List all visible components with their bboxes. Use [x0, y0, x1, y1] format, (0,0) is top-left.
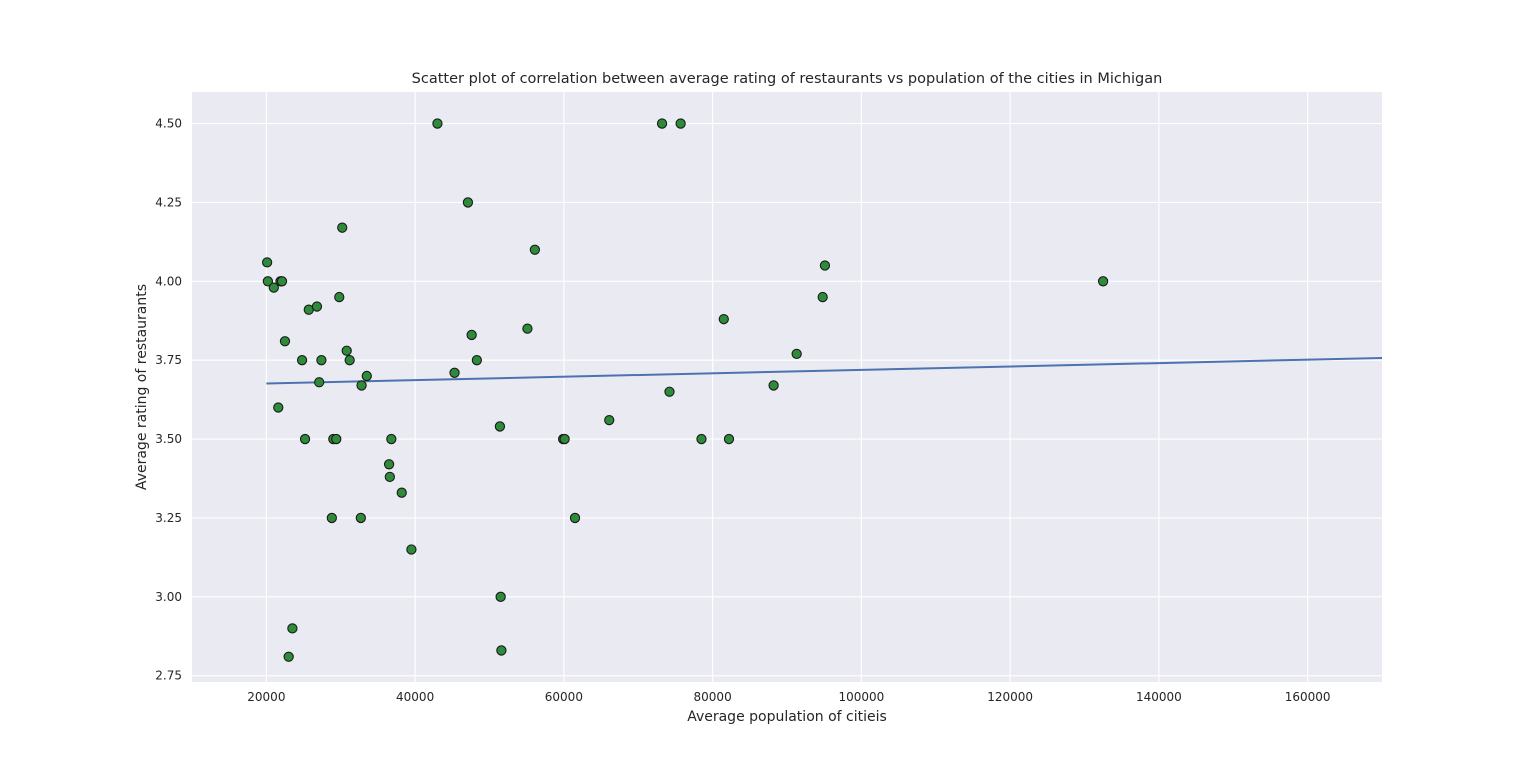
data-point	[494, 421, 506, 432]
data-point	[386, 433, 397, 445]
data-point	[817, 291, 828, 303]
y-tick-label: 4.00	[155, 274, 182, 288]
x-tick-label: 80000	[694, 690, 732, 704]
data-point	[495, 591, 506, 602]
x-axis-label: Average population of citieis	[687, 709, 887, 725]
data-point	[311, 301, 323, 312]
data-point	[432, 118, 443, 129]
x-tick-label: 120000	[987, 690, 1033, 704]
y-tick-label: 3.75	[155, 353, 182, 367]
y-axis-ticks: 2.75 3.00 3.25 3.50 3.75 4.00 4.25 4.50	[155, 117, 182, 683]
data-point	[273, 402, 284, 413]
data-point	[462, 197, 474, 208]
data-point	[1097, 276, 1109, 287]
data-point	[819, 260, 831, 271]
data-point	[276, 276, 288, 287]
data-point	[344, 355, 355, 366]
data-point	[496, 645, 507, 656]
data-point	[522, 323, 533, 334]
data-point	[791, 348, 802, 360]
y-tick-label: 2.75	[155, 669, 182, 683]
data-point	[383, 459, 395, 470]
x-tick-label: 160000	[1285, 690, 1331, 704]
data-point	[279, 336, 291, 347]
x-tick-label: 40000	[396, 690, 434, 704]
x-tick-label: 20000	[247, 690, 285, 704]
y-tick-label: 4.50	[155, 117, 182, 131]
trendline-layer	[266, 356, 1383, 385]
data-point	[299, 433, 311, 445]
data-point	[341, 345, 352, 356]
data-point	[334, 291, 345, 303]
data-point	[529, 244, 541, 255]
data-point	[268, 282, 279, 293]
y-tick-label: 3.00	[155, 590, 182, 604]
data-point	[384, 471, 395, 483]
plot-background	[192, 92, 1382, 682]
data-point	[287, 623, 298, 634]
data-point	[337, 222, 348, 233]
data-point	[283, 651, 294, 662]
data-point	[718, 314, 729, 325]
x-tick-label: 140000	[1136, 690, 1182, 704]
data-point	[262, 276, 274, 287]
data-points	[261, 118, 1109, 662]
data-point	[396, 487, 407, 498]
data-point	[471, 355, 483, 366]
data-point	[466, 329, 477, 341]
data-point	[261, 257, 273, 268]
data-point	[361, 370, 372, 382]
data-point	[406, 544, 417, 555]
data-point	[768, 380, 779, 391]
data-point	[604, 414, 615, 426]
x-tick-label: 100000	[838, 690, 884, 704]
data-point	[331, 433, 342, 445]
x-axis-ticks: 20000 40000 60000 80000 100000 120000 140000 16…	[247, 690, 1330, 704]
data-point	[559, 433, 570, 445]
y-tick-label: 4.25	[155, 195, 182, 209]
chart-title: Scatter plot of correlation between aver…	[412, 71, 1163, 87]
data-point	[696, 433, 707, 445]
x-tick-label: 60000	[545, 690, 583, 704]
data-point	[316, 355, 327, 366]
y-tick-label: 3.25	[155, 511, 182, 525]
trendline	[266, 356, 1383, 385]
y-axis-label: Average rating of restaurants	[134, 284, 150, 490]
data-point	[355, 512, 366, 524]
data-point	[569, 512, 581, 524]
data-point	[326, 512, 337, 524]
data-point	[675, 118, 686, 129]
data-point	[723, 433, 735, 445]
data-point	[449, 367, 460, 378]
y-tick-label: 3.50	[155, 432, 182, 446]
data-point	[656, 118, 668, 129]
data-point	[356, 380, 367, 391]
data-point	[664, 386, 675, 397]
data-point	[314, 377, 325, 388]
data-point	[296, 355, 308, 366]
